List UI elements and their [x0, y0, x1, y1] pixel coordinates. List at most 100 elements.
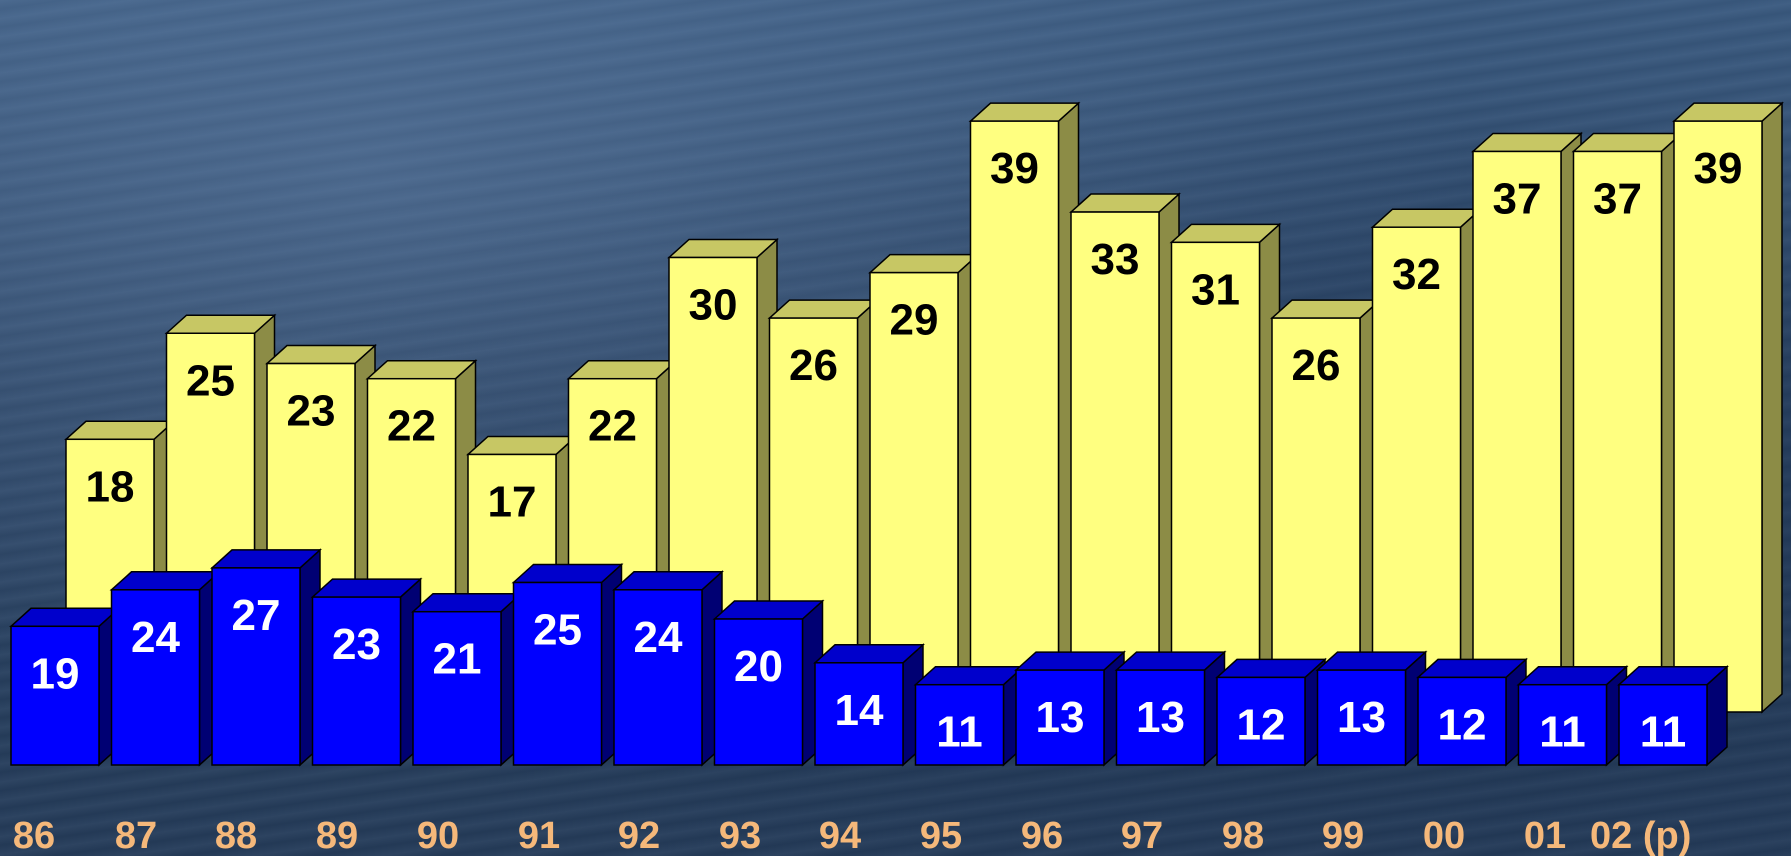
bar-front: [311, 596, 402, 766]
bar-top: [1516, 665, 1629, 686]
bar-front: [1472, 150, 1562, 713]
x-tick-label: 86: [13, 815, 55, 856]
data-label: 20: [734, 642, 783, 691]
x-tick-label: 94: [819, 815, 861, 856]
x-tick-label: 91: [518, 815, 560, 856]
data-label: 25: [533, 606, 582, 655]
data-label: 37: [1493, 174, 1542, 223]
bar-top: [109, 571, 222, 591]
bar-top: [813, 644, 925, 664]
data-label: 27: [232, 591, 281, 640]
x-tick-label: 99: [1322, 815, 1364, 856]
x-tick-label: 97: [1121, 815, 1163, 856]
x-tick-label: 87: [115, 815, 157, 856]
data-label: 14: [835, 686, 884, 735]
data-label: 26: [789, 341, 838, 390]
data-label: 18: [86, 462, 135, 511]
bar-top: [411, 592, 523, 613]
data-label: 32: [1392, 250, 1441, 299]
bar-front-series: 12: [1416, 657, 1528, 767]
bar-front: [969, 120, 1060, 713]
bar-front: [1115, 669, 1206, 766]
bar-top: [612, 571, 724, 591]
bar-front: [869, 271, 959, 713]
bar-top: [767, 299, 880, 319]
data-label: 26: [1292, 341, 1341, 390]
bar-top: [968, 102, 1081, 122]
bar-front: [1572, 150, 1663, 713]
data-label: 31: [1191, 265, 1240, 314]
bar-back: 39: [1672, 101, 1784, 714]
data-label: 22: [387, 402, 436, 451]
x-tick-label: 98: [1222, 815, 1264, 856]
bar-front: [613, 589, 703, 766]
bar-front: [1216, 676, 1306, 766]
bar-front: [914, 683, 1005, 766]
x-tick-label: 95: [920, 815, 962, 856]
x-tick-label: 96: [1021, 815, 1063, 856]
bar-front-series: 11: [1617, 665, 1729, 767]
bar-top: [511, 563, 624, 584]
bar-front: [512, 581, 603, 766]
bar-top: [1672, 102, 1784, 122]
data-label: 19: [31, 649, 80, 698]
bar-back: 32: [1370, 207, 1483, 714]
bar-top: [913, 665, 1026, 686]
bar-front: [412, 610, 502, 766]
bar-back: 37: [1571, 131, 1684, 714]
data-label: 39: [1694, 144, 1743, 193]
bar-front-series: 19: [9, 606, 121, 767]
bar-top: [1014, 651, 1126, 671]
x-tick-label: 92: [618, 815, 660, 856]
data-label: 13: [1136, 693, 1185, 742]
bar-front: [1170, 241, 1261, 713]
bar-top: [1571, 132, 1684, 153]
bar-front: [1517, 683, 1608, 766]
data-label: 29: [890, 296, 939, 345]
bar-top: [566, 359, 679, 380]
bar-back: 31: [1169, 222, 1282, 714]
bar-top: [210, 549, 322, 569]
bar-front: [110, 589, 201, 766]
bar-front: [1070, 211, 1160, 713]
data-label: 21: [433, 635, 482, 684]
bar-top: [265, 344, 377, 365]
data-label: 33: [1091, 235, 1140, 284]
bar-top: [1215, 658, 1327, 679]
data-label: 13: [1337, 693, 1386, 742]
x-tick-label: 93: [719, 815, 761, 856]
data-label: 17: [488, 477, 537, 526]
bar-top: [1270, 299, 1382, 319]
bar-front: [211, 567, 301, 766]
bar-top: [1114, 651, 1227, 671]
bar-front-series: 23: [310, 577, 423, 767]
data-label: 11: [936, 708, 983, 757]
bar-back: 33: [1069, 192, 1181, 714]
bar-back: 29: [868, 252, 980, 714]
bar-top: [9, 607, 121, 628]
bar-front: [1015, 669, 1105, 766]
bar-front-series: 24: [109, 570, 222, 767]
x-tick-label: 90: [417, 815, 459, 856]
bar-back: 39: [968, 101, 1081, 714]
data-label: 12: [1237, 700, 1286, 749]
bar-back: 37: [1471, 131, 1583, 714]
bar-side: [1761, 101, 1783, 714]
bar-top: [1471, 132, 1583, 153]
bar-front-series: 12: [1215, 657, 1327, 767]
bar-front-series: 24: [612, 570, 724, 767]
x-tick-label: 89: [316, 815, 358, 856]
bar-front: [1618, 683, 1708, 766]
x-tick-label: 88: [215, 815, 257, 856]
x-tick-label: 01: [1524, 815, 1566, 856]
data-label: 22: [588, 402, 637, 451]
bar-top: [64, 420, 176, 441]
data-label: 12: [1438, 700, 1487, 749]
series-front-group: 19 24 27 23 21 25 24 20 14 11 13 13 12 13 12 11 11: [9, 548, 1729, 767]
data-label: 39: [990, 144, 1039, 193]
data-label: 11: [1640, 708, 1687, 757]
bar-top: [712, 600, 825, 620]
data-label: 24: [634, 613, 683, 662]
data-label: 13: [1036, 693, 1085, 742]
bar-front: [713, 618, 804, 766]
